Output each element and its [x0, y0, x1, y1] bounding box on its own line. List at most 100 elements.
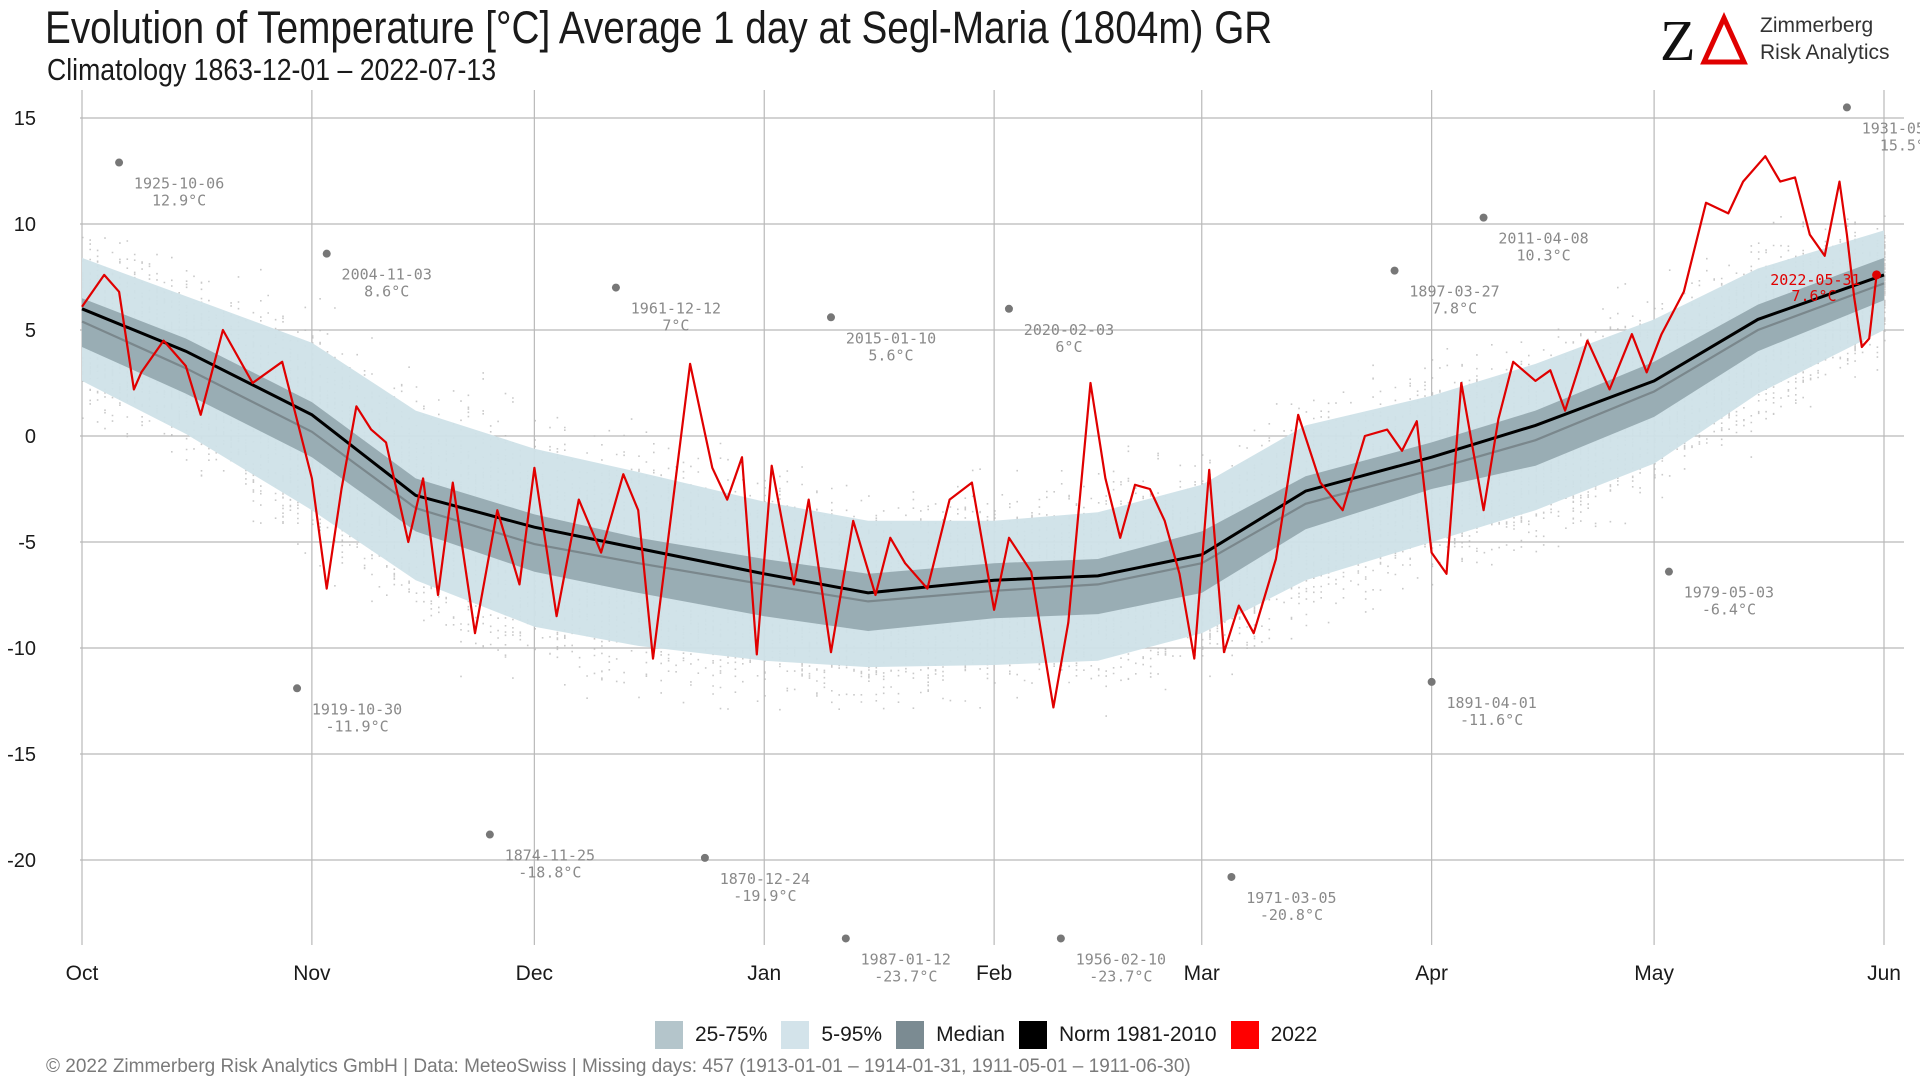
x-tick-label: Jan — [747, 962, 781, 985]
record-point — [1427, 677, 1436, 686]
record-date-label: 1874-11-25 — [505, 847, 595, 865]
legend-label: 25-75% — [695, 1023, 768, 1046]
record-date-label: 1971-03-05 — [1246, 889, 1336, 907]
record-point — [1390, 266, 1399, 275]
record-date-label: 1919-10-30 — [312, 700, 402, 718]
record-date-label: 2004-11-03 — [342, 266, 432, 284]
record-value-label: -18.8°C — [518, 864, 581, 882]
record-value-label: -19.9°C — [733, 887, 796, 905]
record-value-label: 6°C — [1055, 338, 1082, 356]
record-date-label: 1897-03-27 — [1409, 283, 1499, 301]
legend-label: 5-95% — [821, 1023, 883, 1046]
y-tick-label: -15 — [7, 744, 36, 766]
record-point — [700, 853, 709, 862]
record-date-label: 1961-12-12 — [631, 300, 721, 318]
x-tick-label: Nov — [293, 962, 331, 985]
logo-line2: Risk Analytics — [1760, 41, 1890, 64]
legend-swatch — [781, 1021, 810, 1049]
record-date-label: 1987-01-12 — [861, 950, 951, 968]
legend-label: Median — [936, 1023, 1005, 1046]
last-value-point — [1872, 270, 1882, 280]
x-tick-label: Apr — [1415, 962, 1448, 985]
x-tick-label: Jun — [1867, 962, 1901, 985]
record-value-label: 10.3°C — [1516, 247, 1570, 265]
record-point — [1479, 213, 1488, 222]
y-tick-label: 15 — [14, 108, 36, 130]
record-date-label: 2015-01-10 — [846, 329, 936, 347]
legend-item: Median — [896, 1021, 1005, 1049]
y-tick-label: -10 — [7, 638, 36, 660]
x-tick-label: May — [1634, 962, 1674, 985]
band-25-75 — [82, 257, 1884, 631]
x-tick-label: Mar — [1184, 962, 1220, 985]
record-date-label: 1956-02-10 — [1076, 950, 1166, 968]
record-point — [485, 830, 494, 839]
record-date-label: 1891-04-01 — [1446, 694, 1536, 712]
record-point — [1227, 872, 1236, 881]
record-point — [322, 249, 331, 258]
record-value-label: 7.8°C — [1432, 300, 1477, 318]
record-value-label: 7°C — [662, 317, 689, 335]
y-tick-label: 10 — [14, 214, 36, 236]
record-value-label: -20.8°C — [1260, 906, 1323, 924]
legend-swatch — [1018, 1021, 1047, 1049]
logo-mark-triangle — [1700, 11, 1748, 65]
last-value-date-label: 2022-05-31 — [1770, 271, 1860, 289]
record-value-label: 8.6°C — [364, 283, 409, 301]
record-date-label: 1870-12-24 — [720, 870, 810, 888]
legend-label: Norm 1981-2010 — [1058, 1023, 1217, 1046]
chart-legend: 25-75% 5-95% Median Norm 1981-2010 2022 — [655, 1020, 1317, 1050]
za-logo-icon: Z — [1660, 8, 1748, 73]
record-date-label: 1979-05-03 — [1684, 584, 1774, 602]
legend-swatch — [896, 1021, 925, 1049]
legend-label: 2022 — [1270, 1023, 1318, 1046]
chart-title: Evolution of Temperature [°C] Average 1 … — [45, 2, 1273, 53]
record-point — [826, 313, 835, 322]
record-date-label: 2020-02-03 — [1024, 321, 1114, 339]
y-tick-label: -20 — [7, 850, 36, 872]
record-point — [1842, 103, 1851, 112]
logo-mark-z: Z — [1660, 10, 1695, 70]
logo-line1: Zimmerberg — [1760, 14, 1874, 37]
footer-credits: © 2022 Zimmerberg Risk Analytics GmbH | … — [46, 1056, 1191, 1077]
record-value-label: -11.9°C — [325, 717, 388, 735]
series-2022-line — [81, 155, 1878, 709]
norm-1981-2010-line — [81, 273, 1885, 595]
record-value-label: 5.6°C — [868, 346, 913, 364]
legend-item: Norm 1981-2010 — [1018, 1021, 1217, 1049]
x-tick-label: Feb — [976, 962, 1012, 985]
record-value-label: -6.4°C — [1702, 601, 1756, 619]
company-logo: Z Zimmerberg Risk Analytics — [1660, 8, 1910, 73]
legend-item: 5-95% — [781, 1021, 882, 1049]
last-value-temp-label: 7.6°C — [1791, 287, 1836, 305]
record-value-label: 12.9°C — [152, 192, 206, 210]
median-line — [81, 282, 1885, 603]
x-tick-label: Oct — [66, 962, 99, 985]
percentile-bands — [82, 230, 1884, 668]
record-value-label: 15.5°C — [1880, 136, 1920, 154]
chart-subtitle: Climatology 1863-12-01 – 2022-07-13 — [47, 52, 497, 87]
record-point — [841, 934, 850, 943]
legend-swatch — [655, 1021, 683, 1049]
record-date-label: 2011-04-08 — [1498, 230, 1588, 248]
record-point — [1004, 304, 1013, 313]
legend-item: 25-75% — [655, 1021, 767, 1049]
record-value-label: -11.6°C — [1460, 711, 1523, 729]
legend-item: 2022 — [1230, 1021, 1318, 1049]
record-value-label: -23.7°C — [874, 967, 937, 985]
record-value-label: -23.7°C — [1089, 967, 1152, 985]
y-tick-label: 0 — [25, 426, 36, 448]
record-point — [115, 158, 124, 167]
record-point — [611, 283, 620, 292]
record-date-label: 1931-05-27 — [1862, 119, 1920, 137]
axis-labels: 15 10 5 0 -5 -10 -15 -20 Oct Nov Dec Jan Feb Mar Apr Ma… — [7, 108, 1901, 985]
record-point — [1664, 567, 1673, 576]
record-point — [293, 684, 302, 693]
series-lines: 2022-05-317.6°C — [81, 155, 1885, 709]
y-tick-label: -5 — [18, 532, 36, 554]
y-tick-label: 5 — [25, 320, 36, 342]
record-point — [1056, 934, 1065, 943]
legend-swatch — [1230, 1021, 1259, 1049]
